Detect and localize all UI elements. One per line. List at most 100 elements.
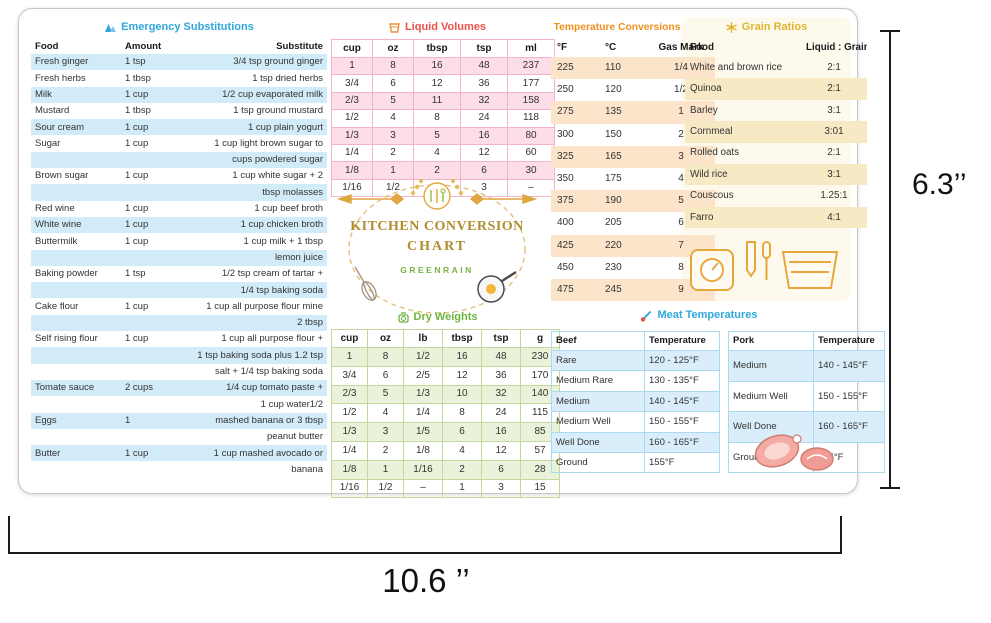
table-row: 1/8 1 1/16 2 6 28 [331, 459, 560, 480]
width-dimension-label: 10.6 ’’ [382, 562, 470, 599]
table-cell: 1/2 cup evaporated milk [222, 88, 323, 100]
table-cell: 8 [372, 56, 414, 76]
table-row: Red wine 1 cup 1 cup beef broth [31, 201, 327, 217]
column-header: tsp [481, 329, 521, 348]
table-row: 325 165 3 [551, 145, 715, 168]
measuring-spoons-icon [104, 21, 117, 34]
table-cell: 1 [367, 459, 404, 480]
table-cell: 1 cup [125, 333, 149, 345]
table-row: Sour cream 1 cup 1 cup plain yogurt [31, 119, 327, 136]
table-cell: Rolled oats [690, 147, 740, 159]
table-cell: 155°F [644, 451, 720, 474]
table-header-row: Beef Temperature [551, 331, 720, 351]
table-cell [121, 347, 193, 363]
table-cell: 1 cup beef broth [254, 203, 323, 215]
table-cell: 1 [331, 56, 373, 76]
table-header-row: cup oz lb tbsp tsp g [331, 329, 560, 348]
table-cell: 32 [460, 91, 508, 111]
table-cell: 9 [678, 283, 684, 295]
table-cell: 4:1 [827, 211, 841, 223]
table-cell: 16 [442, 347, 482, 367]
table-cell: 110 [605, 62, 621, 74]
table-cell: 3 [678, 150, 684, 162]
column-header: lb [403, 329, 443, 348]
arrow-left-icon [336, 193, 405, 205]
temperature-conversions-header: Temperature Conversions [551, 19, 681, 35]
table-cell: 3/4 tsp ground ginger [233, 56, 323, 68]
table-cell: banana [291, 463, 323, 475]
table-cell: 245 [605, 283, 622, 295]
height-dimension-line [889, 30, 891, 488]
table-cell: 4 [372, 109, 414, 128]
whisk-icon [354, 266, 377, 301]
table-cell [31, 184, 121, 200]
table-row: Quinoa 2:1 [685, 78, 867, 100]
table-row: 1/16 1/2–1 3 15 [331, 478, 560, 499]
table-row: Wild rice 3:1 [685, 163, 867, 186]
table-cell: 4 [367, 403, 404, 424]
table-cell: 190 [605, 195, 622, 207]
table-row: 350 175 4 [551, 168, 715, 190]
arrow-right-icon [469, 193, 538, 205]
table-cell: 1 tsp [125, 56, 146, 68]
section-title: Grain Ratios [741, 21, 808, 33]
grain-ratios-header: Grain Ratios [685, 19, 847, 35]
logo-panel: KITCHEN CONVERSION CHART GREENRAIN [331, 171, 543, 317]
table-row: 1/2 4 1/4 8 24 115 [331, 403, 560, 424]
table-row: 375 190 5 [551, 190, 715, 213]
section-title: Emergency Substitutions [121, 21, 254, 33]
table-cell: 6 [442, 422, 482, 442]
table-cell: 5 [413, 126, 461, 145]
table-cell: Ground [551, 451, 645, 474]
table-cell: 1 tsp dried herbs [252, 72, 323, 84]
beef-temperatures-table: Beef Temperature Rare 120 - 125°F Medium Rar… [551, 331, 720, 474]
table-cell: 1 cup all purpose flour + [221, 333, 323, 345]
table-cell: 2 tbsp [297, 317, 323, 329]
table-row: Tomate sauce 2 cups 1/4 cup tomato paste + [31, 379, 327, 397]
table-cell: 4 [413, 143, 461, 163]
table-cell: 425 [557, 239, 574, 251]
table-cell: 3 [372, 126, 414, 145]
column-header: Beef [551, 331, 645, 351]
table-cell: 230 [605, 261, 622, 273]
table-cell: 6 [481, 459, 521, 480]
table-cell: 1/8 [331, 459, 368, 480]
table-cell: 2:1 [827, 61, 841, 73]
table-row: Rare 120 - 125°F [551, 349, 720, 372]
temperature-conversions-panel: Temperature Conversions °F °C Gas Mark 225 1… [551, 19, 715, 302]
table-cell: 11 [413, 91, 461, 111]
table-row: tbsp molasses [31, 184, 327, 201]
table-cell: 6 [678, 217, 684, 229]
table-row: 1 8 1/2 16 48 230 [331, 347, 560, 367]
table-cell [31, 364, 121, 380]
grain-ratios-panel: Grain Ratios Food Liquid : Grain White and… [685, 19, 867, 301]
table-row: Self rising flour 1 cup 1 cup all purpose … [31, 331, 327, 347]
table-row: 2/3 5 11 32 158 [331, 91, 555, 111]
table-cell: 2 [367, 440, 404, 461]
table-cell: 16 [413, 56, 461, 76]
table-cell: Fresh ginger [35, 56, 89, 68]
grain-ratios-table: Food Liquid : Grain White and brown rice 2:… [685, 39, 867, 229]
table-cell: salt + 1/4 tsp baking soda [214, 366, 323, 378]
table-cell: 1 cup milk + 1 tbsp [243, 235, 323, 247]
table-row: 425 220 7 [551, 234, 715, 257]
height-dimension-label: 6.3’’ [912, 168, 967, 201]
table-row: Couscous 1.25:1 [685, 185, 867, 206]
table-cell: 1 tbsp [125, 105, 151, 117]
table-row: Baking powder 1 tsp 1/2 tsp cream of tarta… [31, 266, 327, 282]
column-header: Temperature [644, 331, 720, 351]
table-cell [121, 152, 193, 168]
table-cell: 1 cup [125, 447, 149, 459]
table-cell: 1.25:1 [820, 190, 848, 202]
section-title: Meat Temperatures [657, 309, 758, 321]
table-cell [31, 282, 121, 298]
table-cell: Medium Rare [551, 370, 645, 392]
table-cell: 1/4 [674, 62, 688, 74]
table-cell: 1 cup [125, 219, 149, 231]
table-cell: 5 [367, 384, 404, 405]
column-header: cup [331, 329, 368, 348]
table-header-row: °F °C Gas Mark [551, 39, 715, 57]
column-header: Gas Mark [658, 42, 704, 53]
table-cell [31, 429, 121, 445]
table-cell: White and brown rice [690, 61, 783, 73]
